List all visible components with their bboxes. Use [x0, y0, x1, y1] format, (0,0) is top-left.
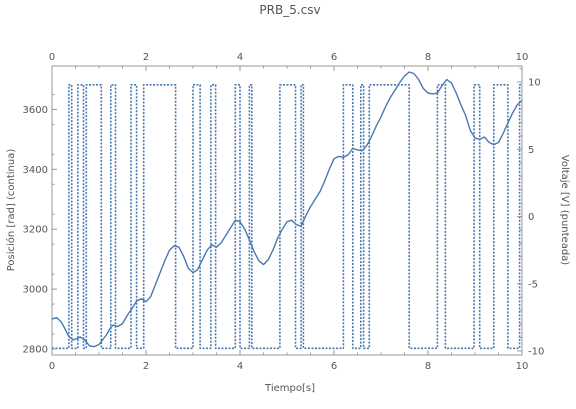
plot-frame [51, 65, 523, 356]
chart-title: PRB_5.csv [259, 3, 320, 17]
x-tick-label-bottom: 10 [516, 361, 529, 372]
x-tick-label-bottom: 6 [331, 361, 337, 372]
y-axis-label-right: Voltaje [V] (punteada) [559, 155, 570, 266]
x-axis-label: Tiempo[s] [264, 383, 315, 394]
y-left-tick-label: 3400 [23, 165, 48, 176]
series-position-line [51, 71, 523, 348]
y-right-tick-label: -10 [528, 346, 544, 357]
series-voltage-line [52, 84, 522, 350]
y-right-tick-label: -5 [528, 279, 538, 290]
series-layer [51, 71, 523, 350]
x-tick-label-top: 0 [49, 52, 55, 63]
y-left-tick-label: 3000 [23, 285, 48, 296]
y-right-tick-label: 10 [528, 78, 541, 89]
x-tick-label-top: 6 [331, 52, 337, 63]
y-right-tick-label: 0 [528, 212, 534, 223]
x-tick-label-bottom: 0 [49, 361, 55, 372]
y-left-tick-label: 3200 [23, 225, 48, 236]
x-tick-label-top: 8 [425, 52, 431, 63]
y-left-tick-label: 3600 [23, 105, 48, 116]
y-axis-label-left: Posición [rad] (continua) [5, 149, 17, 272]
x-tick-label-bottom: 4 [237, 361, 243, 372]
x-tick-label-bottom: 8 [425, 361, 431, 372]
y-right-tick-label: 5 [528, 145, 534, 156]
ticks-layer: 0 0 2 2 4 4 6 6 8 8 10 10 2800 3000 3200 3400 3600 -10 -5 0… [23, 52, 545, 372]
x-tick-label-bottom: 2 [143, 361, 149, 372]
x-tick-label-top: 4 [237, 52, 243, 63]
x-tick-label-top: 2 [143, 52, 149, 63]
y-left-tick-label: 2800 [23, 345, 48, 356]
x-tick-label-top: 10 [516, 52, 529, 63]
